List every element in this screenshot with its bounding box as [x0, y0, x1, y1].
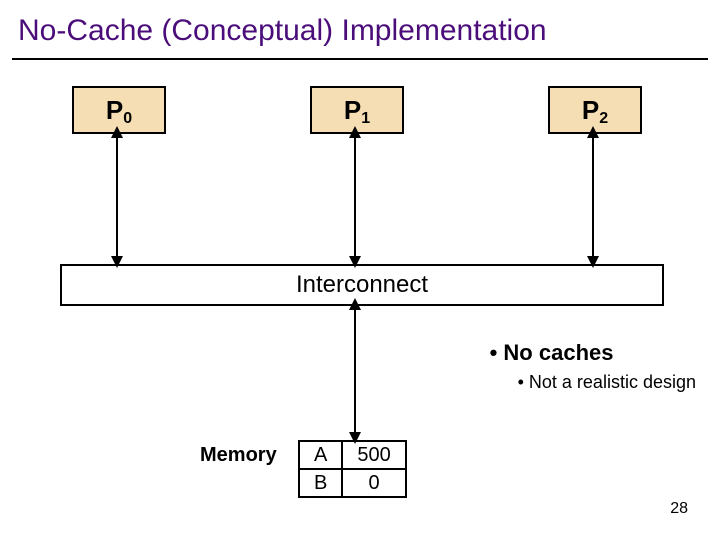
bullet-not-realistic: • Not a realistic design: [518, 372, 696, 393]
mem-key-1: B: [299, 469, 342, 497]
processor-box-1: P1: [310, 86, 404, 134]
page-number: 28: [670, 500, 688, 518]
bullet-no-caches-text: No caches: [503, 340, 613, 365]
mem-val-0: 500: [342, 441, 405, 469]
interconnect-box: Interconnect: [60, 264, 664, 306]
table-row: A 500: [299, 441, 406, 469]
title-rule: [12, 58, 708, 60]
bullet-not-realistic-text: Not a realistic design: [529, 372, 696, 392]
bullet-no-caches: • No caches: [490, 340, 696, 366]
mem-key-0: A: [299, 441, 342, 469]
slide-title: No-Cache (Conceptual) Implementation: [18, 14, 547, 48]
memory-label: Memory: [200, 444, 277, 467]
processor-box-2: P2: [548, 86, 642, 134]
memory-table: A 500 B 0: [298, 440, 407, 498]
processor-box-0: P0: [72, 86, 166, 134]
table-row: B 0: [299, 469, 406, 497]
mem-val-1: 0: [342, 469, 405, 497]
bullet-list: • No caches • Not a realistic design: [490, 340, 696, 393]
